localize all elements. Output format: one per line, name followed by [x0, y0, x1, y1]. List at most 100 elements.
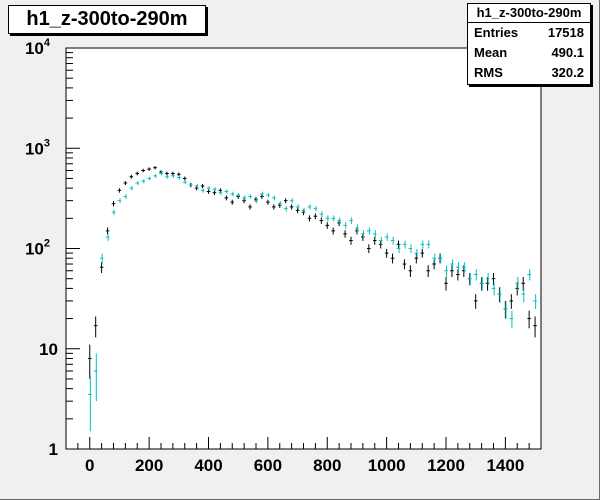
- data-point: [462, 262, 466, 273]
- data-point: [456, 269, 460, 281]
- data-series-layer: [87, 166, 537, 432]
- data-point: [325, 215, 330, 222]
- data-point: [533, 316, 537, 338]
- stats-label: RMS: [474, 65, 503, 80]
- data-point: [289, 204, 294, 210]
- data-point: [361, 230, 365, 238]
- x-tick-label: 1000: [368, 456, 406, 475]
- data-point: [153, 174, 157, 178]
- stats-row-rms: RMS 320.2: [468, 63, 590, 83]
- data-point: [438, 253, 442, 264]
- x-tick-label: 1200: [427, 456, 465, 475]
- x-tick-label: 200: [135, 456, 163, 475]
- data-point: [301, 207, 306, 214]
- data-point: [87, 374, 92, 432]
- stats-value: 490.1: [551, 45, 584, 60]
- data-point: [200, 183, 205, 189]
- data-point: [111, 201, 116, 207]
- data-point: [509, 294, 514, 309]
- data-point: [420, 248, 425, 258]
- x-axis-labels: 0 200 400 600 800 1000 1200 1400: [85, 456, 524, 475]
- data-point: [307, 204, 312, 210]
- data-point: [165, 174, 169, 179]
- data-point: [105, 233, 110, 241]
- data-point: [473, 269, 478, 281]
- stats-label: Mean: [474, 45, 508, 60]
- stats-title: h1_z-300to-290m: [468, 4, 590, 23]
- data-point: [206, 186, 211, 191]
- data-point: [361, 233, 365, 241]
- data-point: [396, 240, 401, 249]
- data-point: [182, 180, 187, 185]
- data-point: [367, 244, 371, 254]
- data-point: [325, 222, 330, 229]
- data-point: [171, 171, 175, 176]
- data-point: [367, 227, 371, 235]
- data-point: [432, 253, 436, 264]
- data-point: [331, 215, 335, 222]
- x-tick-label: 800: [313, 456, 341, 475]
- data-point: [117, 188, 122, 193]
- data-point: [503, 300, 508, 319]
- data-point: [135, 181, 140, 186]
- data-point: [224, 189, 229, 194]
- data-point: [87, 344, 92, 379]
- data-point: [343, 230, 347, 238]
- data-point: [450, 259, 454, 270]
- data-point: [444, 276, 448, 291]
- data-point: [307, 215, 312, 222]
- data-point: [491, 272, 496, 286]
- x-tick-label: 400: [194, 456, 222, 475]
- data-point: [260, 194, 264, 199]
- data-point: [254, 198, 258, 204]
- data-point: [123, 181, 128, 186]
- data-point: [313, 213, 318, 220]
- data-point: [248, 204, 252, 210]
- data-point: [99, 262, 104, 273]
- data-point: [242, 195, 246, 201]
- y-tick-label: 104: [25, 37, 51, 58]
- data-point: [349, 217, 353, 224]
- data-point: [129, 186, 134, 191]
- data-point: [194, 183, 199, 189]
- series-cyan: [87, 171, 537, 432]
- data-point: [212, 190, 217, 196]
- data-point: [414, 253, 419, 264]
- data-point: [319, 217, 324, 224]
- data-point: [515, 282, 520, 296]
- data-point: [521, 276, 525, 291]
- data-point: [372, 230, 377, 238]
- data-point: [414, 248, 419, 258]
- stats-box: h1_z-300to-290m Entries 17518 Mean 490.1…: [467, 3, 591, 85]
- data-point: [188, 182, 193, 188]
- data-point: [171, 174, 175, 178]
- data-point: [123, 194, 128, 199]
- data-point: [105, 227, 110, 235]
- data-point: [242, 198, 246, 204]
- y-tick-label: 102: [25, 238, 50, 259]
- stats-value: 17518: [547, 25, 584, 40]
- y-tick-label: 103: [25, 137, 50, 158]
- series-black: [87, 166, 537, 379]
- y-tick-label: 1: [49, 440, 58, 459]
- data-point: [337, 217, 341, 224]
- data-point: [444, 265, 448, 277]
- y-tick-label: 10: [39, 340, 58, 359]
- data-point: [467, 272, 472, 286]
- data-point: [260, 191, 264, 197]
- data-point: [384, 233, 389, 241]
- data-point: [295, 207, 300, 214]
- data-point: [272, 204, 276, 210]
- data-point: [224, 195, 229, 201]
- data-point: [426, 265, 430, 277]
- data-point: [248, 194, 252, 199]
- data-point: [141, 168, 145, 173]
- data-point: [266, 192, 270, 198]
- data-point: [206, 189, 211, 194]
- y-axis-ticks: [66, 52, 80, 450]
- data-point: [456, 262, 460, 273]
- data-point: [402, 240, 407, 249]
- data-point: [200, 188, 205, 193]
